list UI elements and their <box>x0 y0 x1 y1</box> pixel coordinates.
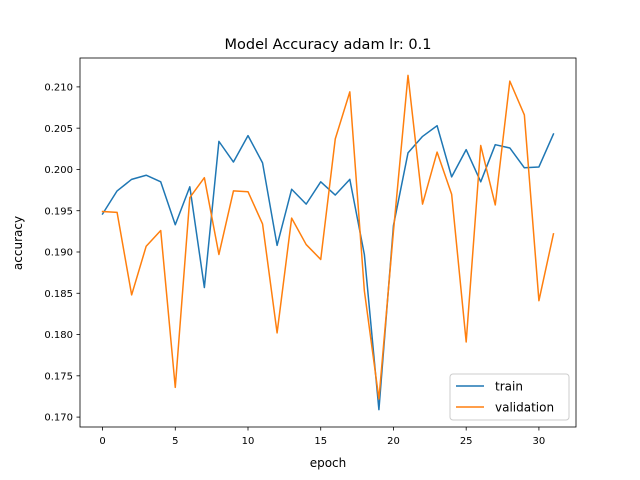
y-tick-label: 0.170 <box>44 413 73 424</box>
y-tick-label: 0.180 <box>44 330 73 341</box>
legend-label-validation: validation <box>495 401 554 415</box>
x-tick-label: 15 <box>314 436 327 447</box>
x-tick-label: 10 <box>242 436 255 447</box>
series-line-validation <box>101 74 555 400</box>
y-tick-label: 0.200 <box>44 165 73 176</box>
y-tick-label: 0.210 <box>44 82 73 93</box>
y-tick-label: 0.195 <box>44 206 73 217</box>
y-axis-label: accuracy <box>11 216 25 270</box>
x-tick-label: 5 <box>172 436 178 447</box>
y-tick-label: 0.205 <box>44 124 73 135</box>
y-tick-label: 0.185 <box>44 289 73 300</box>
x-tick-label: 0 <box>99 436 105 447</box>
x-tick-label: 30 <box>533 436 546 447</box>
y-tick-label: 0.175 <box>44 371 73 382</box>
axes-frame <box>79 57 577 428</box>
plot-area: 0 5 10 15 20 25 30 0.170 0.175 0.180 0.185 0.190 0.1… <box>44 57 577 447</box>
x-axis-label: epoch <box>310 456 347 470</box>
x-tick-label: 20 <box>387 436 400 447</box>
chart-title: Model Accuracy adam lr: 0.1 <box>225 37 432 53</box>
x-tick-label: 25 <box>460 436 473 447</box>
y-tick-label: 0.190 <box>44 248 73 259</box>
legend-label-train: train <box>495 380 523 394</box>
